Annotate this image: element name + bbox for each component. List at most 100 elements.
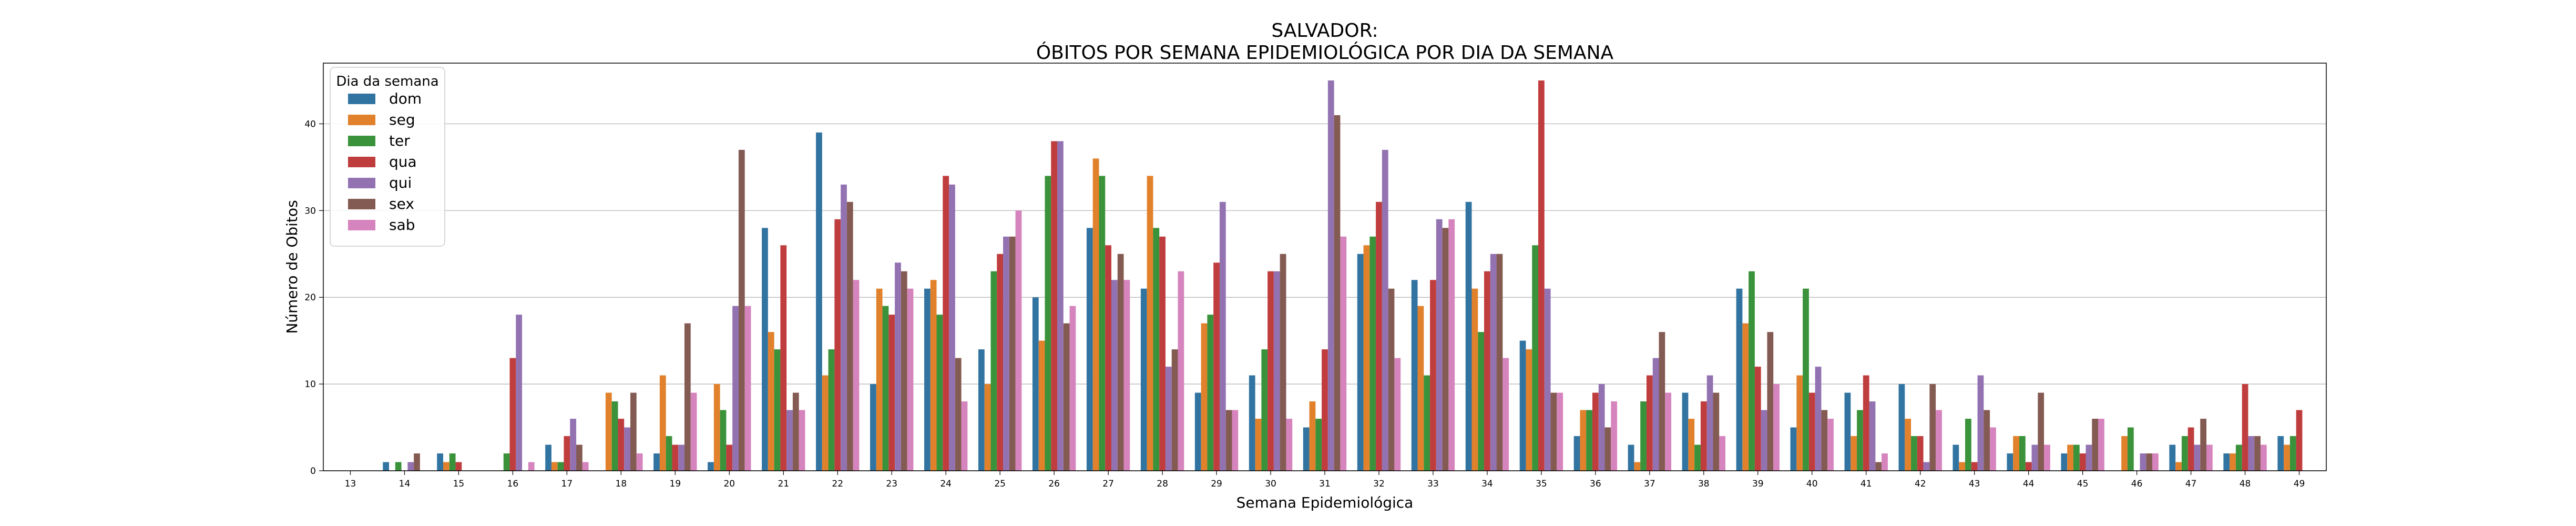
- x-tick-label: 26: [1048, 479, 1060, 489]
- x-tick-label: 43: [1969, 479, 1980, 489]
- bar-ter-week-28: [1153, 228, 1160, 471]
- bar-sex-week-41: [1875, 462, 1882, 471]
- bar-sab-week-29: [1232, 410, 1239, 471]
- x-tick-label: 32: [1373, 479, 1385, 489]
- chart-title-line-2: ÓBITOS POR SEMANA EPIDEMIOLÓGICA POR DIA…: [1036, 42, 1614, 64]
- x-tick-label: 14: [399, 479, 411, 489]
- bar-qua-week-32: [1376, 201, 1382, 471]
- bar-sex-week-24: [955, 358, 962, 471]
- bar-sex-week-48: [2254, 436, 2261, 471]
- x-tick-label: 19: [670, 479, 681, 489]
- bar-sex-week-42: [1929, 384, 1936, 471]
- bar-qui-week-42: [1923, 462, 1930, 471]
- bar-ter-week-29: [1207, 315, 1214, 471]
- x-tick-label: 24: [940, 479, 952, 489]
- bar-dom-week-39: [1736, 288, 1743, 471]
- bar-qui-week-37: [1652, 358, 1659, 471]
- bar-ter-week-44: [2019, 436, 2026, 471]
- bar-seg-week-28: [1147, 176, 1153, 471]
- bar-qui-week-38: [1706, 375, 1713, 471]
- bar-ter-week-41: [1857, 410, 1863, 471]
- bar-sab-week-22: [853, 280, 860, 471]
- bar-sab-week-17: [582, 462, 589, 471]
- bar-seg-week-47: [2175, 462, 2182, 471]
- bar-qua-week-44: [2025, 462, 2032, 471]
- bar-ter-week-30: [1261, 349, 1268, 471]
- bar-seg-week-36: [1580, 410, 1587, 471]
- x-tick-label: 46: [2131, 479, 2143, 489]
- bar-sab-week-27: [1123, 280, 1130, 471]
- bar-seg-week-45: [2067, 444, 2073, 471]
- legend-label-sex: sex: [389, 195, 414, 213]
- bar-ter-week-19: [666, 436, 672, 471]
- bar-dom-week-40: [1790, 427, 1797, 471]
- x-tick-label: 30: [1265, 479, 1276, 489]
- x-tick-label: 44: [2023, 479, 2035, 489]
- bar-qui-week-17: [570, 419, 577, 471]
- bar-sab-week-47: [2206, 444, 2213, 471]
- bar-sab-week-23: [907, 288, 914, 471]
- bar-ter-week-24: [936, 315, 943, 471]
- bar-qua-week-36: [1592, 392, 1599, 471]
- bar-sab-week-16: [528, 462, 535, 471]
- bar-seg-week-40: [1796, 375, 1803, 471]
- bar-sab-week-37: [1665, 392, 1672, 471]
- x-tick-label: 28: [1157, 479, 1168, 489]
- bar-qui-week-46: [2140, 453, 2146, 471]
- x-tick-label: 15: [453, 479, 465, 489]
- bar-sab-week-44: [2044, 444, 2050, 471]
- bar-sex-week-34: [1496, 254, 1503, 471]
- bar-qua-week-48: [2242, 384, 2248, 471]
- legend-swatch-qui: [348, 178, 375, 188]
- bar-qui-week-29: [1219, 201, 1226, 471]
- bar-sab-week-19: [690, 392, 697, 471]
- bar-sex-week-17: [576, 444, 582, 471]
- x-tick-label: 39: [1752, 479, 1764, 489]
- bar-seg-week-38: [1688, 419, 1695, 471]
- bar-seg-week-21: [768, 332, 774, 471]
- bar-sab-week-26: [1069, 306, 1076, 471]
- bar-ter-week-27: [1099, 176, 1106, 471]
- bar-sex-week-31: [1334, 115, 1341, 471]
- bar-ter-week-40: [1803, 288, 1809, 471]
- x-tick-label: 48: [2240, 479, 2251, 489]
- x-tick-label: 47: [2185, 479, 2197, 489]
- bar-sab-week-40: [1827, 419, 1834, 471]
- bar-sab-week-30: [1286, 419, 1293, 471]
- bar-sex-week-40: [1821, 410, 1828, 471]
- bar-seg-week-48: [2230, 453, 2236, 471]
- bar-sex-week-43: [1984, 410, 1990, 471]
- bar-seg-week-29: [1201, 323, 1208, 471]
- x-tick-label: 36: [1590, 479, 1601, 489]
- bar-qui-week-27: [1111, 280, 1118, 471]
- bar-qui-week-45: [2086, 444, 2092, 471]
- bar-qui-week-44: [2031, 444, 2038, 471]
- bar-dom-week-43: [1953, 444, 1959, 471]
- bar-qua-week-41: [1863, 375, 1869, 471]
- bar-dom-week-38: [1682, 392, 1689, 471]
- y-tick-label: 20: [304, 292, 316, 303]
- legend-box: [330, 67, 445, 247]
- bar-sab-week-33: [1448, 219, 1455, 471]
- bar-sex-week-32: [1388, 288, 1395, 471]
- x-axis-label: Semana Epidemiológica: [1236, 494, 1414, 511]
- bar-seg-week-22: [822, 375, 829, 471]
- y-tick-label: 10: [304, 379, 316, 390]
- x-tick-label: 45: [2077, 479, 2089, 489]
- bar-qui-week-14: [407, 462, 414, 471]
- bar-qua-week-17: [564, 436, 570, 471]
- bar-ter-week-20: [720, 410, 727, 471]
- bar-sab-week-32: [1394, 358, 1401, 471]
- bar-seg-week-19: [659, 375, 666, 471]
- bar-ter-week-48: [2235, 444, 2242, 471]
- chart-title-line-1: SALVADOR:: [1271, 20, 1378, 42]
- bar-qua-week-19: [672, 444, 679, 471]
- bar-sex-week-30: [1280, 254, 1286, 471]
- bar-sex-week-45: [2092, 419, 2099, 471]
- bar-dom-week-29: [1194, 392, 1201, 471]
- bar-ter-week-38: [1694, 444, 1701, 471]
- bar-dom-week-23: [870, 384, 876, 471]
- legend-swatch-ter: [348, 136, 375, 146]
- bar-qui-week-21: [786, 410, 793, 471]
- x-tick-label: 13: [345, 479, 356, 489]
